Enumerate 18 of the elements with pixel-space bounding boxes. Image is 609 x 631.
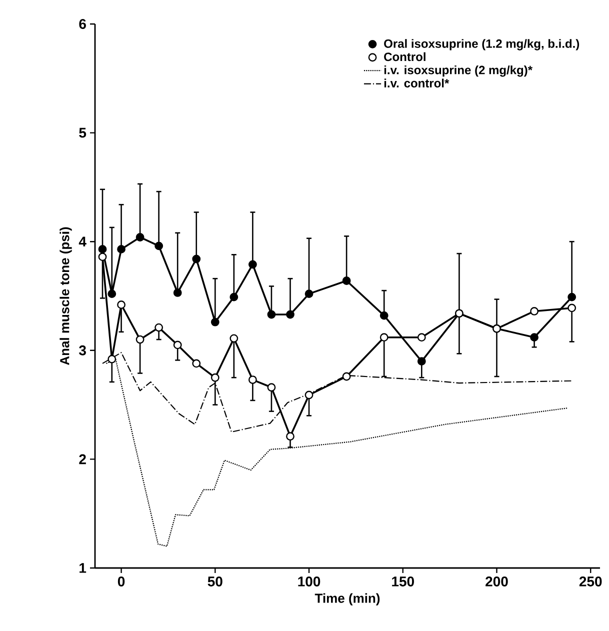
x-tick-label: 150: [392, 576, 414, 586]
y-axis-title: Anal muscle tone (psi): [60, 227, 72, 366]
x-axis-title: Time (min): [314, 593, 380, 606]
legend-label: i.v. control*: [384, 78, 450, 88]
y-tick-label: 4: [78, 236, 86, 246]
legend-label: Oral isoxsuprine (1.2 mg/kg, b.i.d.): [384, 39, 580, 50]
y-tick-label: 2: [79, 454, 86, 464]
x-tick-label: 100: [298, 576, 320, 586]
y-tick-label: 3: [78, 345, 86, 356]
y-tick-label: 6: [79, 19, 86, 29]
x-tick-label: 250: [579, 576, 602, 586]
x-tick-label: 200: [486, 576, 508, 586]
legend-label: Control: [384, 52, 426, 62]
legend-label: i.v. isoxsuprine (2 mg/kg)*: [384, 65, 533, 77]
y-tick-label: 5: [79, 128, 86, 138]
y-tick-label: 1: [80, 563, 86, 573]
x-tick-label: 0: [118, 576, 125, 586]
x-tick-label: 50: [208, 576, 222, 586]
